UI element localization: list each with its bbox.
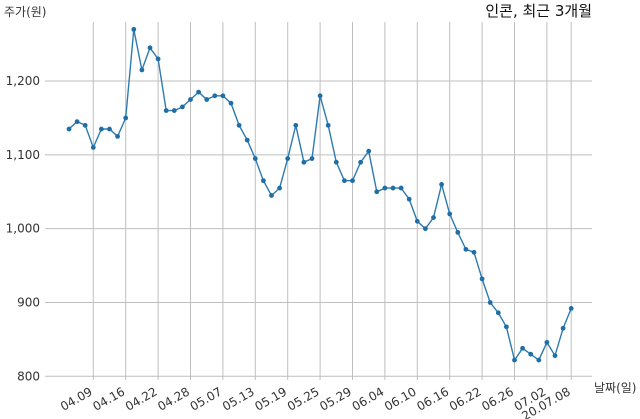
data-point: [560, 325, 566, 331]
data-point: [90, 145, 96, 150]
y-tick-label: 1,200: [6, 74, 40, 88]
data-point: [171, 108, 177, 113]
data-point: [204, 97, 210, 102]
data-point: [382, 185, 388, 191]
x-tick-labels: 04.0904.1604.2204.2805.0705.1305.1905.25…: [58, 384, 573, 419]
chart-title: 인콘, 최근 3개월: [485, 2, 592, 20]
data-point: [398, 185, 404, 191]
x-tick-label: 04.28: [155, 384, 192, 413]
data-point: [463, 246, 469, 252]
data-point: [131, 26, 137, 32]
data-point: [520, 345, 525, 351]
data-point: [317, 93, 323, 99]
data-point: [123, 115, 129, 121]
data-point: [455, 229, 461, 235]
data-point: [269, 193, 274, 198]
data-point: [277, 185, 282, 191]
data-point: [107, 126, 112, 132]
x-tick-label: 04.22: [123, 384, 160, 413]
data-point: [293, 122, 299, 128]
data-point: [252, 156, 258, 161]
y-tick-labels: 800 900 1,000 1,100 1,200: [6, 74, 40, 383]
data-point: [74, 119, 80, 125]
data-point: [495, 310, 501, 316]
data-point: [423, 226, 428, 232]
data-point: [333, 159, 339, 165]
data-point: [350, 178, 355, 184]
data-point: [431, 215, 436, 221]
x-tick-label: 05.29: [317, 384, 354, 413]
data-point: [309, 156, 315, 161]
data-point: [552, 353, 558, 359]
data-point: [358, 159, 363, 165]
data-point: [325, 122, 331, 128]
x-tick-label: 05.19: [252, 384, 289, 413]
data-point: [180, 104, 185, 110]
data-point: [196, 89, 202, 95]
y-tick-label: 1,000: [6, 222, 40, 236]
data-point: [374, 189, 380, 195]
data-point: [163, 108, 169, 113]
data-point: [82, 122, 88, 128]
x-axis-label: 날짜(일): [594, 381, 636, 395]
x-tick-label: 05.13: [220, 384, 257, 413]
data-point: [228, 100, 234, 106]
data-point: [390, 185, 396, 191]
data-point: [512, 357, 517, 363]
data-point: [414, 218, 420, 224]
x-tick-label: 04.16: [90, 384, 127, 413]
x-tick-label: 06.04: [350, 384, 387, 413]
data-point: [528, 351, 534, 357]
y-tick-label: 1,100: [6, 148, 40, 162]
x-tick-label: 04.09: [58, 384, 95, 413]
data-point: [236, 122, 242, 128]
data-point: [487, 300, 493, 305]
data-point: [99, 126, 104, 132]
data-point: [366, 148, 372, 154]
data-point: [471, 249, 477, 255]
data-point: [504, 324, 509, 330]
data-point: [285, 156, 291, 161]
data-point: [536, 357, 542, 363]
data-point: [139, 67, 145, 73]
data-point: [155, 56, 161, 62]
data-point: [261, 178, 266, 184]
data-point: [544, 339, 550, 345]
data-point: [439, 181, 444, 187]
x-tick-label: 06.10: [382, 384, 419, 413]
gridlines: [45, 22, 592, 380]
y-tick-label: 900: [17, 295, 40, 309]
price-series-points: [66, 26, 574, 363]
data-point: [479, 276, 485, 282]
data-point: [212, 93, 218, 99]
y-axis-label: 주가(원): [4, 5, 46, 19]
data-point: [188, 97, 193, 102]
data-point: [447, 211, 453, 217]
data-point: [568, 306, 574, 311]
data-point: [342, 178, 347, 184]
data-point: [244, 137, 250, 143]
data-point: [301, 159, 307, 165]
data-point: [406, 196, 412, 202]
data-point: [220, 93, 226, 99]
x-tick-label: 05.07: [188, 384, 225, 413]
data-point: [66, 126, 72, 132]
x-tick-label: 06.22: [447, 384, 484, 413]
y-tick-label: 800: [17, 369, 40, 383]
data-point: [147, 45, 153, 51]
data-point: [115, 134, 120, 139]
x-tick-label: 06.26: [479, 384, 516, 413]
x-tick-label: 06.16: [414, 384, 451, 413]
x-tick-label: 05.25: [285, 384, 322, 413]
